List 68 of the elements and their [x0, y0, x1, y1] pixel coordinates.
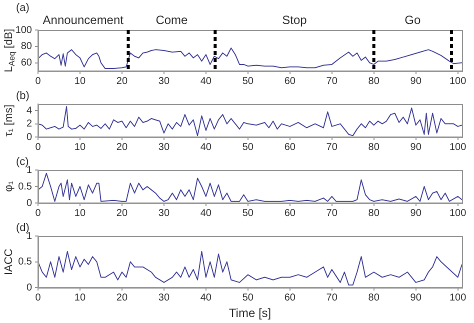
x-tick-label: 10	[74, 292, 86, 304]
x-axis-title: Time [s]	[228, 306, 272, 320]
x-tick-label: 30	[158, 208, 170, 219]
x-tick-label: 100	[449, 76, 467, 87]
x-tick-label: 60	[284, 292, 296, 304]
x-tick-label: 0	[35, 76, 42, 87]
x-tick-label: 50	[242, 292, 254, 304]
x-tick-label: 10	[74, 76, 86, 87]
text: Come	[156, 13, 188, 27]
x-tick-label: 70	[326, 76, 338, 87]
x-tick-label: 90	[410, 142, 422, 153]
x-tick-label: 20	[116, 292, 128, 304]
x-tick-label: 50	[242, 142, 254, 153]
x-tick-label: 10	[74, 142, 86, 153]
x-tick-label: 40	[200, 76, 212, 87]
y-axis-title: IACC	[3, 248, 16, 275]
x-tick-label: 40	[200, 208, 212, 219]
chart-title: (b)	[16, 90, 30, 102]
x-tick-label: 80	[368, 142, 380, 153]
chart-title: (d)	[16, 222, 30, 234]
x-tick-label: 60	[284, 76, 296, 87]
x-tick-label: 50	[242, 208, 254, 219]
y-tick-label: 2	[26, 118, 32, 130]
x-tick-label: 80	[368, 208, 380, 219]
x-tick-label: 10	[74, 208, 86, 219]
y-tick-label: 100	[15, 24, 32, 36]
x-tick-label: 0	[35, 292, 42, 304]
x-tick-label: 70	[326, 142, 338, 153]
x-tick-label: 30	[158, 142, 170, 153]
y-tick-label: 80	[20, 41, 32, 52]
y-tick-label: 1	[26, 164, 32, 176]
x-tick-label: 80	[368, 292, 380, 304]
x-tick-label: 50	[242, 76, 254, 87]
x-tick-label: 0	[35, 142, 42, 153]
x-tick-label: 20	[116, 208, 128, 219]
x-tick-label: 70	[326, 292, 338, 304]
x-tick-label: 60	[284, 208, 296, 219]
x-tick-label: 100	[449, 208, 467, 219]
x-tick-label: 90	[410, 76, 422, 87]
x-tick-label: 90	[410, 208, 422, 219]
x-tick-label: 70	[326, 208, 338, 219]
text: Go	[404, 13, 421, 27]
y-tick-label: 60	[20, 58, 32, 69]
x-tick-label: 40	[200, 142, 212, 153]
x-tick-label: 100	[449, 142, 467, 153]
y-axis-title: τ₁ [ms]	[3, 104, 16, 136]
x-tick-label: 90	[410, 292, 422, 304]
y-tick-label: 0	[26, 132, 32, 143]
x-tick-label: 60	[284, 142, 296, 153]
y-axis-title: LAeq [dB]	[3, 28, 17, 72]
y-tick-label: 0	[26, 282, 32, 294]
y-tick-label: 0	[26, 198, 32, 209]
x-tick-label: 30	[158, 76, 170, 87]
y-axis-title: φ₁	[3, 180, 16, 192]
chart-title: (a)	[16, 2, 30, 14]
x-tick-label: 0	[35, 208, 42, 219]
text: Stop	[282, 13, 308, 27]
x-tick-label: 20	[116, 142, 128, 153]
text: Announcement	[42, 13, 124, 27]
x-tick-label: 80	[368, 76, 380, 87]
x-tick-label: 100	[449, 292, 467, 304]
x-tick-label: 40	[200, 292, 212, 304]
x-tick-label: 30	[158, 292, 170, 304]
y-tick-label: 0.5	[18, 256, 32, 268]
y-tick-label: 4	[26, 105, 32, 116]
x-tick-label: 20	[116, 76, 128, 87]
chart-title: (c)	[16, 156, 29, 168]
y-tick-label: 0.5	[18, 181, 32, 192]
